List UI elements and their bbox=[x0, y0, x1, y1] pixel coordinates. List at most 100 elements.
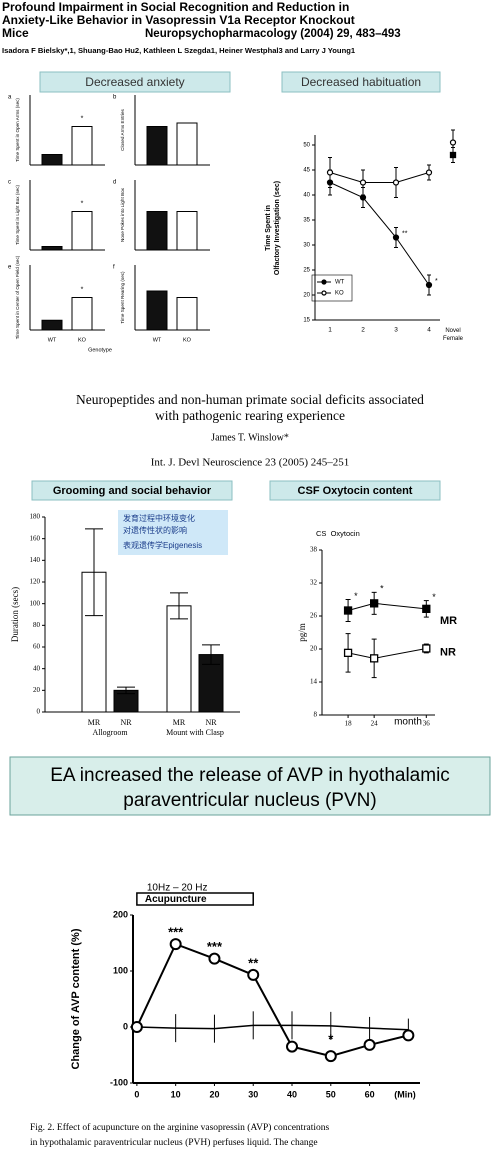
y-tick-label: 200 bbox=[113, 909, 128, 919]
x-axis-label: Genotype bbox=[88, 347, 112, 353]
journal: Int. J. Devl Neuroscience 23 (2005) 245–… bbox=[151, 457, 350, 469]
note: 对遗传性状的影响 bbox=[123, 525, 187, 535]
header-box bbox=[31, 480, 233, 501]
paper-title: Anxiety-Like Behavior in Vasopressin V1a… bbox=[2, 13, 355, 27]
marker bbox=[343, 606, 353, 615]
bar bbox=[41, 246, 63, 251]
marker bbox=[359, 179, 367, 186]
annotation: * bbox=[328, 1032, 334, 1047]
marker bbox=[130, 1021, 143, 1033]
caption: in hypothalamic paraventricular nucleus … bbox=[30, 1137, 318, 1148]
headline: EA increased the release of AVP in hyoth… bbox=[50, 765, 450, 786]
x-tick-label: 4 bbox=[427, 327, 431, 334]
annotation: ** bbox=[248, 955, 259, 970]
legend-label: WT bbox=[335, 280, 345, 286]
x-tick-label: WT bbox=[153, 337, 162, 343]
paper-title: Mice bbox=[2, 26, 29, 40]
x-tick-label: 2 bbox=[361, 327, 365, 334]
marker bbox=[208, 952, 221, 965]
series-line bbox=[329, 182, 430, 286]
series-line bbox=[347, 647, 427, 659]
y-axis-label: Time Spent in Light Box (sec) bbox=[15, 184, 20, 245]
y-tick-label: 60 bbox=[33, 643, 41, 651]
header: Decreased anxiety bbox=[85, 75, 184, 89]
bar bbox=[166, 605, 192, 713]
authors: Isadora F Bielsky*,1, Shuang-Bao Hu2, Ka… bbox=[2, 46, 356, 55]
caption: Fig. 2. Effect of acupuncture on the arg… bbox=[30, 1122, 329, 1133]
marker bbox=[321, 290, 327, 296]
bar bbox=[41, 319, 63, 331]
y-tick-label: 50 bbox=[303, 143, 310, 149]
marker bbox=[392, 234, 400, 241]
y-tick-label: 100 bbox=[113, 965, 128, 975]
bar bbox=[176, 211, 198, 251]
y-tick-label: 35 bbox=[303, 218, 310, 224]
annotation: * bbox=[81, 200, 84, 207]
marker bbox=[370, 654, 379, 663]
marker bbox=[324, 1050, 337, 1063]
marker bbox=[321, 279, 327, 285]
paper-title: Neuropeptides and non-human primate soci… bbox=[76, 392, 424, 407]
legend-box bbox=[311, 274, 353, 302]
marker bbox=[449, 139, 457, 146]
y-tick-label: 32 bbox=[310, 579, 318, 587]
stimulus-frequency: 10Hz – 20 Hz bbox=[147, 883, 208, 894]
header-box bbox=[39, 71, 231, 93]
x-tick-label: 20 bbox=[209, 1089, 219, 1099]
header: Grooming and social behavior bbox=[53, 485, 212, 497]
marker bbox=[286, 1040, 299, 1053]
y-tick-label: 120 bbox=[30, 578, 41, 586]
headline: paraventricular nucleus (PVN) bbox=[123, 790, 376, 811]
y-tick-label: 40 bbox=[33, 664, 41, 672]
header-box bbox=[269, 480, 441, 501]
marker bbox=[422, 604, 431, 613]
y-tick-label: 8 bbox=[314, 711, 318, 719]
y-tick-label: 38 bbox=[310, 546, 318, 554]
marker bbox=[425, 169, 433, 176]
y-tick-label: 40 bbox=[303, 193, 310, 199]
x-tick-label: 40 bbox=[287, 1089, 297, 1099]
bar bbox=[71, 297, 93, 331]
marker bbox=[326, 169, 334, 176]
header-box bbox=[281, 71, 441, 93]
y-axis-label: Time Spent in Center of Open Field (sec) bbox=[15, 255, 20, 339]
x-tick-label: 36 bbox=[423, 720, 431, 728]
y-tick-label: 26 bbox=[310, 612, 318, 620]
y-tick-label: 15 bbox=[303, 318, 310, 324]
panel-label: e bbox=[8, 265, 12, 271]
series-label: MR bbox=[88, 718, 101, 727]
bar bbox=[41, 154, 63, 166]
series-label: MR bbox=[440, 615, 457, 627]
y-tick-label: 45 bbox=[303, 168, 310, 174]
y-tick-label: 14 bbox=[310, 678, 318, 686]
series-line bbox=[329, 172, 430, 183]
bar bbox=[71, 211, 93, 251]
marker bbox=[425, 281, 433, 289]
annotation: * bbox=[435, 278, 438, 285]
panel-label: b bbox=[113, 95, 117, 101]
x-tick-label: 10 bbox=[171, 1089, 181, 1099]
y-tick-label: 25 bbox=[303, 268, 310, 274]
x-group-label: Allogroom bbox=[92, 728, 128, 737]
x-tick-label: Novel Female bbox=[443, 328, 464, 342]
y-axis-label: Duration (secs) bbox=[10, 587, 20, 642]
series-label: NR bbox=[440, 646, 456, 658]
y-tick-label: 0 bbox=[123, 1021, 128, 1031]
x-tick-label: 60 bbox=[365, 1089, 375, 1099]
x-tick-label: 3 bbox=[394, 327, 398, 334]
series-line bbox=[135, 942, 409, 1058]
journal: Neuropsychopharmacology (2004) 29, 483–4… bbox=[145, 28, 401, 40]
author: James T. Winslow* bbox=[211, 432, 289, 443]
y-tick-label: 20 bbox=[33, 686, 41, 694]
y-axis-label: pg/m bbox=[297, 623, 307, 642]
chart-label: CS Oxytocin bbox=[316, 529, 360, 538]
x-tick-label: 18 bbox=[345, 720, 353, 728]
x-tick-label: 0 bbox=[134, 1089, 139, 1099]
y-tick-label: 100 bbox=[30, 599, 41, 607]
x-tick-label: 30 bbox=[248, 1089, 258, 1099]
series-label: NR bbox=[205, 718, 217, 727]
marker bbox=[392, 179, 400, 186]
bar bbox=[146, 290, 168, 331]
